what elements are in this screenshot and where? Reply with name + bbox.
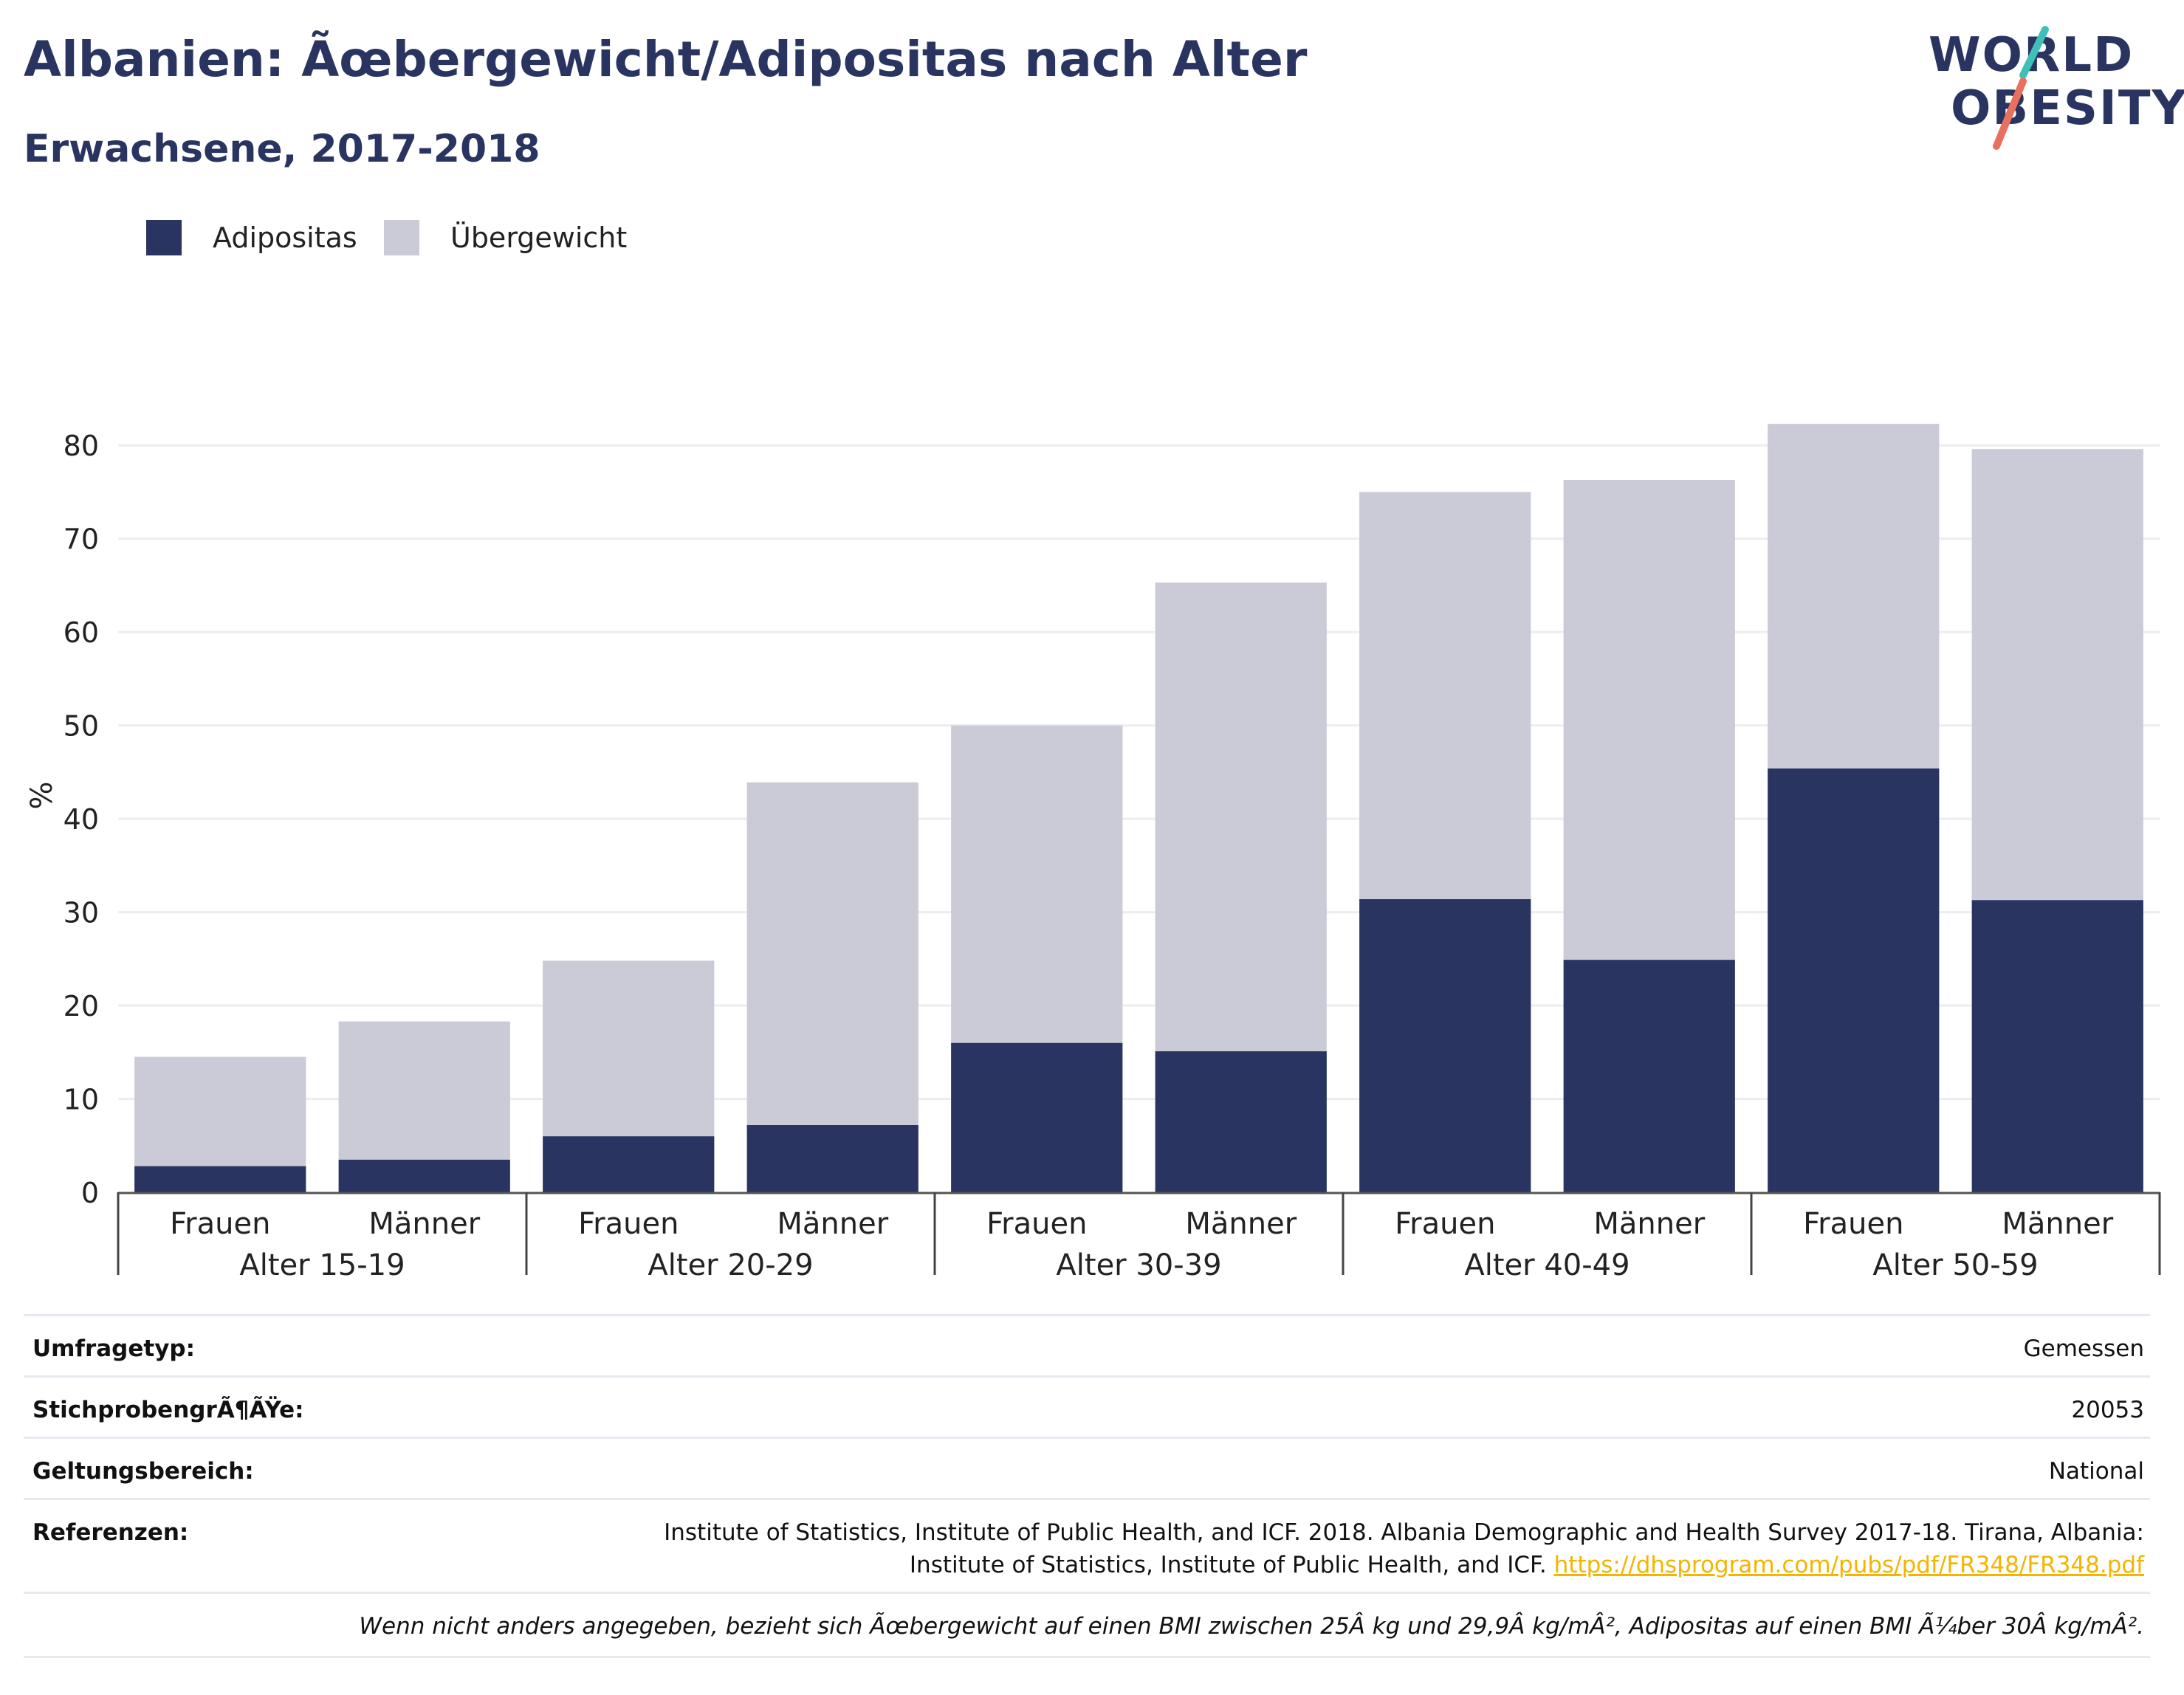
bar-adipositas-2 — [338, 1159, 510, 1192]
y-tick-label-50: 50 — [63, 710, 99, 743]
group-label-5: Alter 50-59 — [1872, 1248, 2038, 1282]
meta-value-references-line-2: Institute of Statistics, Institute of Pu… — [910, 1552, 2144, 1578]
group-label-4: Alter 40-49 — [1464, 1248, 1630, 1282]
x-tick-label-3: Frauen — [578, 1207, 679, 1241]
bar-uebergewicht-7 — [1359, 492, 1531, 899]
meta-bottom-rule — [24, 1656, 2150, 1658]
legend-label-adipositas: Adipositas — [213, 221, 357, 254]
bar-uebergewicht-1 — [134, 1056, 306, 1166]
meta-row-sample-size: StichprobengrÃ¶ÃŸe: 20053 — [24, 1375, 2150, 1437]
logo-slash-icon — [1993, 26, 2049, 150]
y-tick-label-70: 70 — [63, 523, 99, 556]
y-tick-label-80: 80 — [63, 430, 99, 462]
bar-adipositas-10 — [1971, 900, 2143, 1192]
logo-line-2: OBESITY — [1951, 81, 2184, 136]
x-tick-label-1: Frauen — [170, 1207, 270, 1241]
bar-adipositas-9 — [1768, 768, 1940, 1192]
bar-uebergewicht-9 — [1768, 424, 1940, 769]
meta-row-survey-type: Umfragetyp: Gemessen — [24, 1314, 2150, 1375]
meta-value-references-line-1: Institute of Statistics, Institute of Pu… — [664, 1519, 2144, 1546]
legend-label-uebergewicht: Übergewicht — [450, 221, 628, 254]
group-label-2: Alter 20-29 — [648, 1248, 813, 1282]
bar-uebergewicht-8 — [1563, 480, 1735, 960]
bar-uebergewicht-5 — [951, 725, 1123, 1043]
meta-row-footnote: Wenn nicht anders angegeben, bezieht sic… — [24, 1592, 2150, 1656]
meta-value-scope: National — [2048, 1458, 2144, 1485]
bar-adipositas-6 — [1155, 1051, 1327, 1192]
x-tick-label-2: Männer — [368, 1207, 480, 1241]
y-tick-label-40: 40 — [63, 803, 99, 836]
group-label-1: Alter 15-19 — [239, 1248, 405, 1282]
meta-key-scope: Geltungsbereich: — [32, 1458, 254, 1485]
bar-adipositas-4 — [746, 1124, 918, 1192]
meta-row-scope: Geltungsbereich: National — [24, 1437, 2150, 1498]
chart-subtitle: Erwachsene, 2017-2018 — [24, 127, 540, 171]
bar-adipositas-7 — [1359, 898, 1531, 1192]
meta-key-sample-size: StichprobengrÃ¶ÃŸe: — [32, 1397, 304, 1423]
y-tick-label-60: 60 — [63, 616, 99, 649]
x-tick-label-4: Männer — [777, 1207, 888, 1241]
x-tick-label-8: Männer — [1593, 1207, 1705, 1241]
x-tick-label-6: Männer — [1185, 1207, 1297, 1241]
references-line-2-text: Institute of Statistics, Institute of Pu… — [909, 1552, 1554, 1578]
bar-adipositas-1 — [134, 1166, 306, 1192]
bar-adipositas-5 — [951, 1042, 1123, 1192]
legend-swatch-uebergewicht — [384, 220, 419, 255]
x-tick-label-7: Frauen — [1395, 1207, 1495, 1241]
meta-row-references: Referenzen: Institute of Statistics, Ins… — [24, 1498, 2150, 1592]
group-label-3: Alter 30-39 — [1056, 1248, 1221, 1282]
bar-adipositas-3 — [543, 1136, 715, 1192]
bar-uebergewicht-3 — [543, 960, 715, 1137]
footnote: Wenn nicht anders angegeben, bezieht sic… — [359, 1613, 2144, 1640]
meta-value-sample-size: 20053 — [2071, 1397, 2144, 1423]
x-tick-label-10: Männer — [2002, 1207, 2113, 1241]
world-obesity-logo: WORLD OBESITY — [1920, 22, 2184, 155]
chart-title: Albanien: Ãœbergewicht/Adipositas nach A… — [24, 31, 1308, 88]
y-tick-label-10: 10 — [63, 1084, 99, 1116]
bar-uebergewicht-2 — [338, 1021, 510, 1160]
y-tick-label-20: 20 — [63, 990, 99, 1022]
meta-value-survey-type: Gemessen — [2023, 1335, 2144, 1362]
bar-uebergewicht-6 — [1155, 582, 1327, 1052]
y-tick-label-30: 30 — [63, 897, 99, 929]
meta-key-references: Referenzen: — [32, 1519, 189, 1546]
stacked-bar-chart: 0 10 20 30 40 50 60 70 80% Frauen Männer Frauen Männ… — [25, 424, 2161, 1282]
bar-uebergewicht-10 — [1971, 449, 2143, 901]
references-link[interactable]: https://dhsprogram.com/pubs/pdf/FR348/FR… — [1553, 1552, 2144, 1578]
bar-adipositas-8 — [1563, 960, 1735, 1192]
legend-swatch-adipositas — [146, 220, 182, 255]
x-tick-label-9: Frauen — [1803, 1207, 1903, 1241]
bar-uebergewicht-4 — [746, 782, 918, 1125]
metadata-table: Umfragetyp: Gemessen StichprobengrÃ¶ÃŸe:… — [24, 1314, 2150, 1658]
y-tick-label-0: 0 — [81, 1177, 99, 1209]
y-axis-label: % — [25, 781, 59, 809]
meta-key-survey-type: Umfragetyp: — [32, 1335, 195, 1362]
x-tick-label-5: Frauen — [986, 1207, 1087, 1241]
